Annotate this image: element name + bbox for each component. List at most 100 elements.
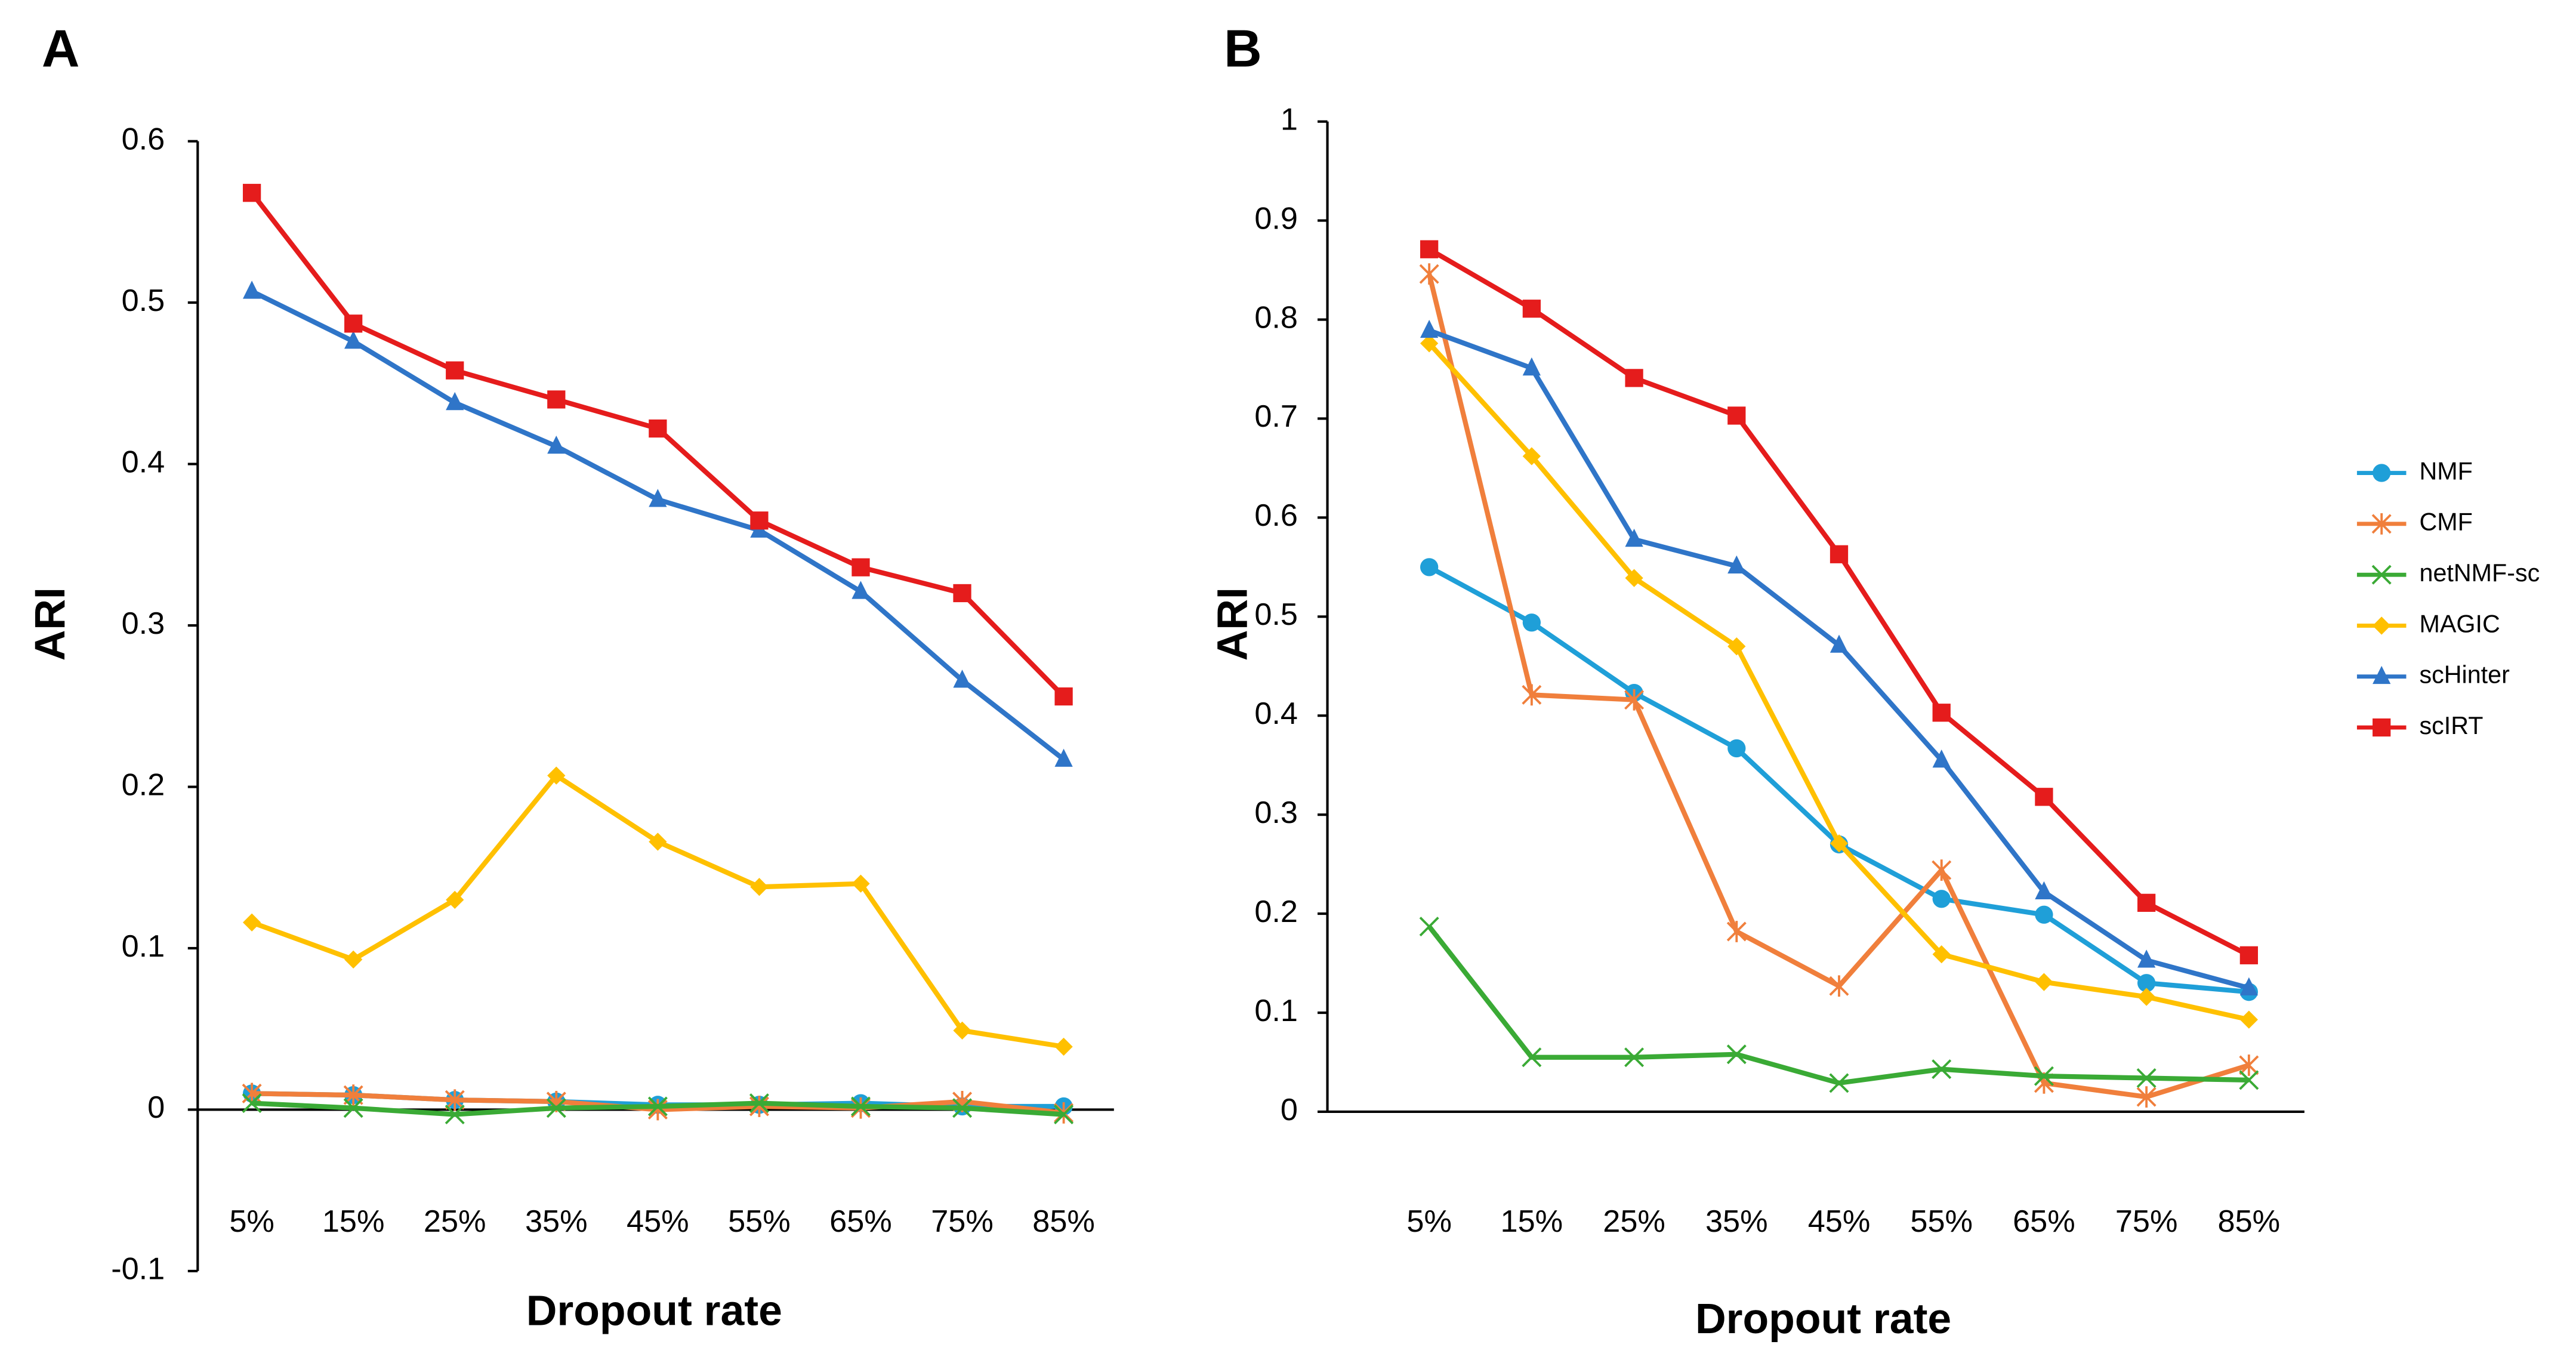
y-tick-label: 0.4 [1254,696,1298,731]
marker [1625,369,1643,387]
y-tick-label: 0.4 [122,445,165,479]
marker [1522,300,1541,318]
marker [1727,739,1746,758]
y-tick-label: 0.6 [122,122,165,156]
marker [1054,748,1073,767]
x-tick-label: 5% [1406,1204,1452,1239]
marker [242,913,261,932]
legend-label: CMF [2419,508,2472,536]
marker [1522,447,1541,465]
y-tick-label: 0.1 [122,929,165,964]
marker [749,1093,769,1114]
marker [2239,946,2258,964]
marker [852,581,870,599]
marker [547,390,566,409]
panel-label: B [1224,18,1262,78]
marker [1522,357,1541,376]
marker [446,361,464,380]
marker [242,184,261,202]
marker [1522,1047,1542,1068]
legend-label: netNMF-sc [2419,559,2540,587]
marker [2239,1054,2259,1076]
marker [2035,788,2053,806]
marker [649,489,667,507]
marker [649,832,667,851]
x-tick-label: 65% [2013,1204,2075,1239]
marker [1625,528,1643,547]
marker [1420,334,1439,353]
marker [953,1021,971,1040]
legend-label: scHinter [2419,661,2510,689]
y-tick-label: 0.3 [1254,795,1298,830]
y-tick-label: -0.1 [111,1252,165,1287]
marker [2035,973,2053,991]
marker [1054,1037,1073,1056]
marker [750,878,769,896]
marker [1830,834,1849,853]
marker [2239,977,2258,995]
marker [1419,917,1439,937]
marker [1830,634,1849,653]
y-tick-label: 0 [1281,1093,1298,1127]
legend-marker [2373,718,2391,737]
series-line [1427,925,2249,1086]
marker [1726,1044,1747,1065]
marker [446,890,464,909]
legend-marker [2371,565,2392,585]
series-line [251,289,1066,761]
chart-panel: B ARI Dropout rate 0 0.1 0.2 0.3 0.4 0.5 0.6 0.7 0.… [1208,18,2540,1343]
marker [1419,263,1439,285]
marker [242,1093,262,1114]
y-tick-label: 0.5 [1254,597,1298,632]
marker [1727,406,1746,425]
marker [2035,905,2053,924]
x-tick-label: 65% [829,1204,892,1239]
series-line [251,772,1065,1050]
marker [445,1105,465,1125]
marker [1727,555,1746,574]
marker [1829,1073,1849,1093]
y-axis-title: ARI [1208,587,1256,661]
chart-panel: A ARI Dropout rate -0.1 0 0.1 0.2 0.3 0.4 0.5 0.6 5… [26,18,1114,1334]
marker [1932,704,1951,722]
legend-label: MAGIC [2419,610,2500,637]
marker [1829,975,1849,997]
y-tick-label: 0.1 [1254,994,1298,1028]
marker [1932,859,1952,881]
y-tick-label: 0.6 [1254,498,1298,533]
marker [2137,893,2156,912]
series-line [1427,341,2250,1022]
panel-label: A [42,18,80,78]
legend-label: NMF [2419,457,2472,485]
legend-marker [2373,616,2391,635]
y-tick-label: 0.7 [1254,399,1298,434]
series-line [249,191,1066,698]
y-tick-label: 0.3 [122,606,165,641]
marker [242,1083,262,1105]
marker [242,280,261,299]
marker [445,1089,465,1111]
x-tick-label: 15% [1501,1204,1563,1239]
marker [953,584,971,603]
marker [1932,890,1951,908]
series-line [1427,273,2250,1100]
marker [547,766,566,785]
x-tick-label: 85% [2218,1204,2281,1239]
marker [2239,1010,2258,1029]
marker [2136,1068,2157,1088]
x-tick-label: 25% [1603,1204,1665,1239]
marker [2137,949,2156,968]
marker [1522,613,1541,632]
marker [2034,1066,2054,1086]
marker [852,558,870,576]
y-tick-label: 0 [147,1090,165,1125]
y-tick-label: 0.2 [122,767,165,802]
x-tick-label: 45% [627,1204,689,1239]
marker [1932,945,1951,964]
marker [1624,1047,1645,1068]
series-line [1428,328,2250,991]
x-tick-label: 35% [525,1204,588,1239]
y-tick-label: 0.9 [1254,201,1298,236]
marker [2137,988,2156,1006]
